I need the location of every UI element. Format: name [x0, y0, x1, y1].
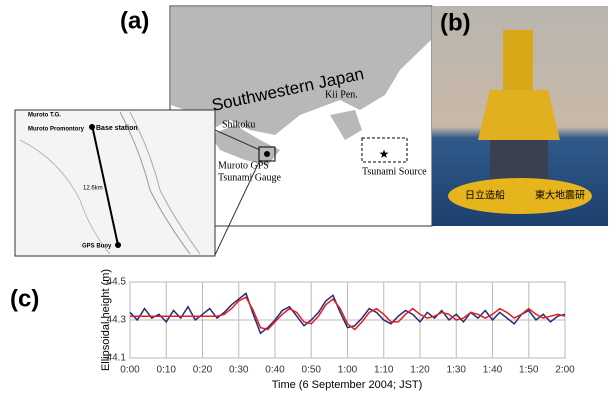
- photo-panel: 日立造船 東大地震研 (b): [432, 6, 608, 226]
- y-tick-label: 44.5: [107, 277, 127, 288]
- x-tick-label: 1:30: [447, 365, 467, 376]
- contour: [119, 111, 191, 255]
- star: ★: [379, 147, 390, 161]
- x-tick-label: 1:20: [410, 365, 430, 376]
- baseline: [91, 124, 119, 246]
- inset-label: Base station: [96, 125, 138, 132]
- inset: Muroto T.G. Muroto Promontory Base stati…: [14, 109, 216, 257]
- kii-label: Kii Pen.: [325, 89, 358, 100]
- inset-label: Muroto Promontory: [28, 127, 85, 133]
- kii-land: [330, 110, 362, 140]
- gauge-label: Muroto GPS: [218, 160, 269, 171]
- x-tick-label: 0:50: [302, 365, 322, 376]
- map-panel: ★ Southwestern Japan Kii Pen. Shikoku Mu…: [120, 5, 433, 256]
- hull-text: 東大地震研: [535, 189, 585, 202]
- gauge-label: Tsunami Gauge: [218, 172, 281, 183]
- x-tick-label: 0:20: [193, 365, 213, 376]
- y-tick-label: 44.1: [107, 353, 127, 364]
- solar-panel: [490, 140, 548, 185]
- gauge-box: [258, 146, 276, 162]
- shikoku-label: Shikoku: [222, 119, 255, 130]
- shikoku-land: [210, 125, 280, 165]
- buoy-dot: [115, 242, 121, 248]
- panel-label: (b): [440, 9, 471, 36]
- series-line: [130, 296, 566, 331]
- x-tick-label: 2:00: [555, 365, 575, 376]
- x-tick-label: 1:50: [519, 365, 539, 376]
- buoy-hull: [448, 178, 592, 214]
- x-tick-label: 1:00: [338, 365, 358, 376]
- land: [171, 7, 431, 135]
- panel-label: (c): [10, 285, 39, 312]
- inset-label: 12.6km: [83, 186, 103, 192]
- x-tick-label: 0:00: [120, 365, 140, 376]
- source-label: Tsunami Source: [362, 166, 427, 177]
- contour: [19, 139, 111, 255]
- x-tick-label: 0:40: [265, 365, 285, 376]
- contour: [129, 111, 201, 255]
- inset-label: GPS Buoy: [82, 244, 112, 250]
- zoom-line: [214, 129, 261, 151]
- buoy-tower: [503, 30, 533, 90]
- panel-label: (a): [120, 7, 149, 34]
- x-tick-label: 0:10: [157, 365, 177, 376]
- zoom-line: [214, 159, 261, 256]
- y-tick-label: 44.3: [107, 315, 127, 326]
- x-tick-label: 0:30: [229, 365, 249, 376]
- x-axis-label: Time (6 September 2004; JST): [272, 379, 423, 391]
- series-line: [129, 292, 566, 335]
- y-axis-label: Ellipsoidal height (m): [100, 269, 112, 371]
- base-dot: [89, 124, 95, 130]
- gauge-dot: [264, 151, 270, 157]
- x-tick-label: 1:40: [483, 365, 503, 376]
- buoy-body: [478, 90, 560, 140]
- hull-text: 日立造船: [465, 189, 505, 202]
- inset-label: Muroto T.G.: [28, 113, 61, 119]
- x-tick-label: 1:10: [374, 365, 394, 376]
- source-box: [361, 137, 408, 163]
